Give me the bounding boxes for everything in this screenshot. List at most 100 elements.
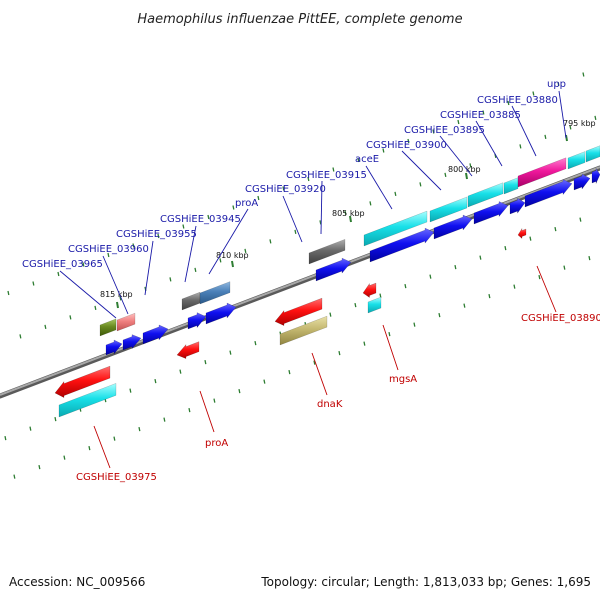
tick-mark-inner — [163, 417, 166, 422]
tick-mark-reverse — [454, 264, 457, 270]
gene-label-cgshiee-03890: CGSHiEE_03890 — [521, 313, 600, 324]
tick-mark-inner — [463, 303, 466, 308]
cds-cgshiee-03890 — [517, 227, 527, 240]
tick-marks — [4, 72, 597, 479]
tick-mark-inner — [513, 284, 516, 289]
cds-proa-reverse — [176, 341, 200, 359]
gene-label-cgshiee-03880: CGSHiEE_03880 — [477, 95, 558, 106]
tick-mark-reverse — [179, 369, 182, 374]
tick-mark-forward — [44, 324, 47, 330]
gene-label-proa-forward: proA — [235, 198, 258, 209]
cds-cgshiee-03875 — [591, 167, 600, 184]
tick-mark-outer — [7, 290, 10, 296]
tick-mark-reverse — [129, 388, 132, 393]
feature-cgshiee-03955-cog — [116, 312, 136, 332]
tick-mark-outer — [457, 119, 460, 125]
tick-mark-inner — [588, 256, 591, 261]
tick-mark-forward — [369, 201, 372, 206]
cds-cgshiee-03880 — [524, 179, 573, 208]
tick-mark-outer — [157, 233, 160, 239]
cds-upp — [573, 173, 591, 191]
cds-cgshiee-03885 — [509, 197, 526, 215]
tick-mark-outer — [57, 271, 60, 277]
tick-mark-outer — [307, 176, 310, 182]
gene-label-cgshiee-03920: CGSHiEE_03920 — [245, 184, 326, 195]
tick-mark-reverse — [54, 416, 57, 422]
gene-label-proa-reverse: proA — [205, 438, 228, 449]
tick-mark-reverse — [379, 293, 382, 298]
gene-label-cgshiee-03915: CGSHiEE_03915 — [286, 170, 367, 181]
tick-mark-inner — [488, 294, 491, 299]
scale-label-795: 795 kbp — [563, 119, 596, 128]
tick-mark-inner — [413, 322, 416, 327]
feature-mgsa-cog — [367, 296, 382, 314]
tick-mark-inner — [213, 398, 216, 403]
gene-features — [54, 145, 600, 418]
tick-mark-outer — [107, 252, 110, 258]
tick-mark-reverse — [329, 312, 332, 317]
tick-mark-inner — [13, 474, 16, 479]
scale-label-815: 815 kbp — [100, 290, 133, 299]
major-tick — [231, 260, 234, 268]
tick-mark-inner — [63, 455, 66, 460]
cds-acee — [369, 227, 435, 263]
tick-mark-forward — [169, 277, 172, 282]
tick-mark-forward — [419, 182, 422, 187]
feature-proa-forward-cog — [199, 281, 231, 305]
tick-mark-forward — [519, 144, 522, 149]
tick-mark-inner — [563, 265, 566, 270]
gene-label-cgshiee-03885: CGSHiEE_03885 — [440, 110, 521, 121]
feature-cgshiee-03960-cog — [99, 318, 117, 337]
tick-mark-inner — [38, 465, 41, 470]
tick-mark-reverse — [404, 283, 407, 289]
tick-mark-reverse — [579, 217, 582, 222]
tick-mark-forward — [69, 315, 72, 320]
scale-label-805: 805 kbp — [332, 209, 365, 218]
tick-mark-outer — [407, 138, 410, 144]
tick-mark-inner — [263, 379, 266, 384]
tick-mark-forward — [19, 334, 22, 339]
gene-label-acee: aceE — [355, 154, 379, 165]
feature-cgshiee-03945-cog — [181, 291, 201, 311]
tick-mark-forward — [594, 115, 597, 121]
tick-mark-outer — [282, 186, 285, 191]
tick-mark-outer — [232, 205, 235, 210]
tick-mark-outer — [432, 129, 435, 134]
feature-cgshiee-03900-cog — [429, 196, 468, 223]
tick-mark-inner — [363, 341, 366, 346]
tick-mark-inner — [238, 389, 241, 394]
tick-mark-forward — [344, 210, 347, 216]
tick-mark-outer — [482, 110, 485, 115]
tick-mark-outer — [182, 224, 185, 229]
tick-mark-reverse — [429, 274, 432, 279]
gene-label-upp: upp — [547, 79, 566, 90]
tick-mark-outer — [82, 262, 85, 267]
tick-mark-outer — [382, 148, 385, 153]
tick-mark-forward — [544, 134, 547, 140]
major-tick — [116, 301, 119, 309]
tick-mark-outer — [332, 167, 335, 172]
tick-mark-forward — [269, 239, 272, 244]
tick-mark-outer — [32, 281, 35, 286]
gene-label-cgshiee-03975: CGSHiEE_03975 — [76, 472, 157, 483]
reverse-gene-labels: CGSHiEE_03890 mgsA dnaK proA CGSHiEE_039… — [76, 265, 600, 483]
tick-mark-outer — [532, 91, 535, 96]
scale-labels: 795 kbp 800 kbp 805 kbp 810 kbp 815 kbp — [100, 119, 596, 299]
scale-label-800: 800 kbp — [448, 165, 481, 174]
tick-mark-inner — [313, 360, 316, 365]
gene-label-cgshiee-03895: CGSHiEE_03895 — [404, 125, 485, 136]
tick-mark-forward — [394, 191, 397, 197]
tick-mark-forward — [194, 267, 197, 273]
scale-label-810: 810 kbp — [216, 251, 249, 260]
tick-mark-outer — [357, 157, 360, 163]
tick-mark-outer — [132, 243, 135, 248]
genome-summary: Topology: circular; Length: 1,813,033 bp… — [260, 575, 591, 589]
tick-mark-inner — [288, 370, 291, 375]
backbone — [0, 165, 600, 399]
feature-cgshiee-03895-cog — [467, 182, 504, 208]
feature-upp-cog — [567, 151, 586, 170]
gene-label-cgshiee-03955: CGSHiEE_03955 — [116, 229, 197, 240]
gene-label-cgshiee-03965: CGSHiEE_03965 — [22, 259, 103, 270]
tick-mark-reverse — [154, 378, 157, 384]
accession: Accession: NC_009566 — [9, 575, 145, 589]
